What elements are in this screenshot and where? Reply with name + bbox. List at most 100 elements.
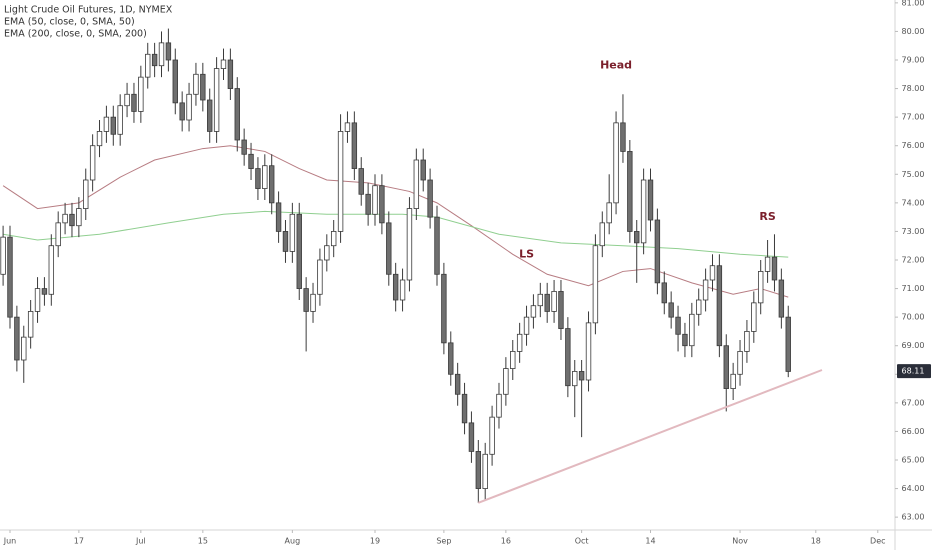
candle-body — [468, 422, 475, 452]
x-tick-label: 18 — [811, 537, 821, 546]
candle-body — [234, 88, 240, 141]
candle-body — [716, 265, 723, 347]
candle-body — [48, 245, 55, 295]
candle-body — [668, 302, 674, 318]
candle-body — [544, 293, 550, 312]
candle-body — [62, 213, 68, 224]
candle-body — [392, 273, 399, 301]
candle-body — [675, 316, 681, 335]
candle-body — [764, 256, 771, 272]
candle-body — [365, 193, 371, 215]
candle-body — [275, 202, 282, 232]
y-tick-label: 64.00 — [902, 484, 925, 493]
candle-body — [165, 42, 172, 61]
candle-body — [565, 328, 571, 387]
candle-body — [537, 293, 544, 307]
y-tick-label: 77.00 — [902, 113, 925, 122]
candle-body — [0, 236, 6, 275]
candle-body — [131, 93, 137, 112]
y-tick-label: 72.00 — [902, 256, 925, 265]
candle-body — [200, 73, 206, 101]
candle-body — [420, 159, 426, 181]
candle-body — [351, 122, 358, 169]
y-tick-label: 80.00 — [902, 27, 925, 36]
candle-body — [613, 122, 619, 204]
candle-body — [282, 231, 289, 252]
y-tick-label: 66.00 — [902, 427, 925, 436]
candle-body — [27, 311, 34, 338]
candle-body — [585, 322, 592, 381]
candle-body — [661, 282, 667, 304]
candle-body — [771, 256, 778, 281]
candle-body — [248, 153, 254, 169]
candle-body — [578, 371, 585, 381]
candle-body — [572, 371, 578, 387]
candle-body — [696, 299, 702, 315]
candle-body — [89, 145, 96, 181]
candle-body — [172, 59, 178, 104]
candle-body — [193, 73, 199, 95]
y-tick-label: 69.00 — [902, 341, 925, 350]
candle-body — [158, 42, 165, 67]
candle-body — [640, 179, 647, 244]
y-tick-label: 65.00 — [902, 456, 925, 465]
x-tick-label: 19 — [370, 537, 380, 546]
candle-body — [179, 102, 185, 121]
candle-body — [454, 373, 461, 395]
candle-body — [682, 333, 688, 347]
candle-body — [386, 222, 392, 275]
candle-body — [69, 213, 75, 227]
trendline — [477, 369, 823, 504]
x-tick-label: Sep — [436, 537, 451, 546]
candle-body — [344, 122, 351, 132]
candle-body — [372, 185, 378, 215]
candle-body — [14, 316, 20, 361]
candle-body — [475, 451, 482, 489]
candle-body — [41, 288, 48, 295]
candle-body — [744, 331, 750, 352]
candle-body — [510, 351, 516, 369]
candle-body — [592, 245, 599, 324]
candle-body — [310, 293, 316, 312]
x-tick-label: Nov — [732, 537, 748, 546]
x-tick-label: 15 — [198, 537, 208, 546]
candle-body — [96, 131, 103, 147]
x-tick-label: Jul — [135, 537, 146, 546]
candle-body — [413, 159, 420, 209]
candle-body — [757, 271, 764, 304]
candle-body — [482, 453, 488, 489]
candle-body — [330, 231, 337, 247]
candle-body — [55, 222, 61, 247]
candle-body — [269, 165, 275, 204]
candle-body — [647, 179, 654, 221]
y-tick-label: 67.00 — [902, 398, 925, 407]
x-tick-label: Dec — [870, 537, 885, 546]
candle-body — [730, 373, 736, 389]
candle-body — [558, 291, 564, 329]
candle-body — [530, 305, 537, 318]
legend-entry: EMA (200, close, 0, SMA, 200) — [4, 29, 147, 40]
candle-body — [296, 213, 302, 289]
candle-body — [255, 168, 261, 189]
candle-body — [303, 288, 309, 312]
candle-body — [516, 333, 523, 352]
candle-body — [138, 76, 144, 112]
y-tick-label: 81.00 — [902, 0, 925, 7]
x-tick-label: Jun — [3, 537, 17, 546]
candle-body — [606, 202, 612, 224]
x-tick-label: Aug — [285, 537, 301, 546]
candle-body — [751, 302, 757, 332]
candle-body — [503, 368, 509, 395]
candle-body — [551, 291, 557, 312]
y-tick-label: 73.00 — [902, 227, 925, 236]
x-tick-label: 14 — [645, 537, 655, 546]
candle-body — [620, 122, 626, 152]
candle-body — [103, 116, 110, 132]
candle-body — [406, 208, 413, 281]
candle-body — [448, 342, 454, 375]
chart-title: Light Crude Oil Futures, 1D, NYMEX — [4, 5, 173, 16]
candle-body — [262, 165, 268, 189]
x-tick-label: 17 — [74, 537, 84, 546]
y-tick-label: 70.00 — [902, 313, 925, 322]
